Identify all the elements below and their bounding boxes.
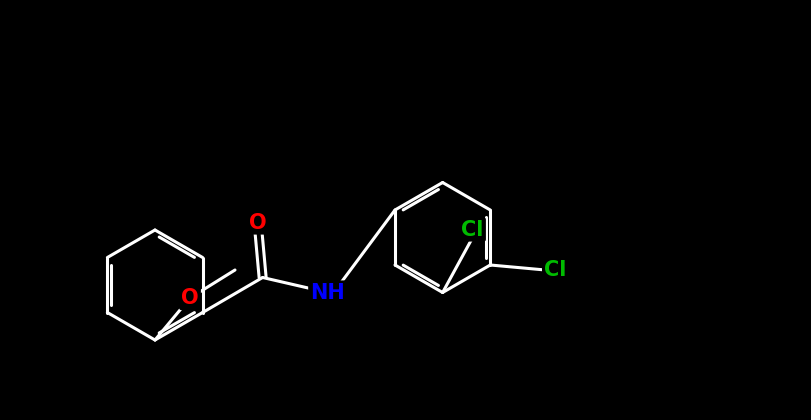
Text: O: O: [248, 213, 266, 233]
Text: Cl: Cl: [543, 260, 566, 280]
Text: O: O: [181, 288, 199, 308]
Text: Cl: Cl: [461, 220, 483, 239]
Text: NH: NH: [310, 283, 345, 302]
